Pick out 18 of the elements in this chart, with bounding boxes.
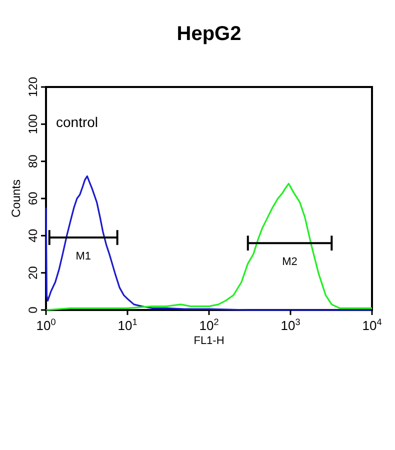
y-tick-label: 80 [26, 154, 40, 168]
y-axis-title: Counts [9, 179, 23, 218]
y-tick-label: 0 [26, 306, 40, 314]
annotation: M1 [76, 250, 91, 263]
annotation: M2 [282, 256, 298, 268]
y-tick-label: 60 [26, 192, 40, 206]
x-tick-label: 10$^{3}$ [280, 317, 300, 333]
y-tick-label: 120 [26, 76, 40, 98]
y-tick-label: 100 [26, 114, 40, 134]
y-tick-label: 40 [26, 228, 40, 242]
x-axis-title: FL1-H [194, 335, 224, 347]
x-tick-label: 10$^{1}$ [118, 317, 138, 333]
annotation: control [56, 114, 98, 130]
x-tick-label: 10$^{4}$ [362, 317, 382, 333]
x-tick-label: 10$^{2}$ [199, 317, 219, 333]
y-tick-label: 20 [26, 266, 40, 280]
chart-title: HepG2 [176, 23, 242, 45]
x-tick-label: 10$^{0}$ [36, 317, 56, 333]
